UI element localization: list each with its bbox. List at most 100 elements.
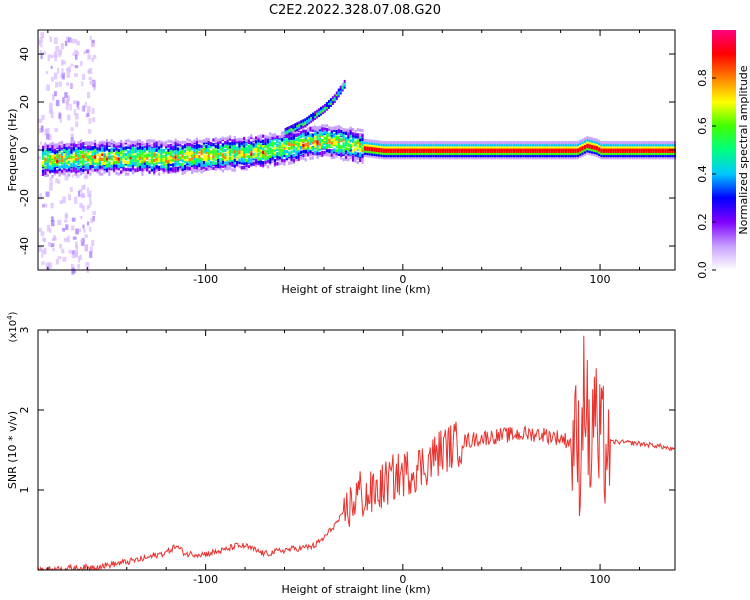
heatmap-cell <box>110 155 113 159</box>
heatmap-cell <box>101 146 104 150</box>
heatmap-cell <box>377 140 381 144</box>
heatmap-cell <box>657 149 660 153</box>
heatmap-noise-cell <box>49 36 52 43</box>
heatmap-cell <box>209 166 213 171</box>
heatmap-cell <box>219 151 222 156</box>
heatmap-cell <box>347 128 350 132</box>
heatmap-branch-cell <box>284 133 287 137</box>
heatmap-cell <box>621 151 624 156</box>
heatmap-cell <box>647 156 650 160</box>
heatmap-cell <box>98 153 101 157</box>
heatmap-cell <box>420 147 423 151</box>
heatmap-cell <box>276 151 279 156</box>
heatmap-cell <box>359 133 362 137</box>
heatmap-cell <box>122 153 125 157</box>
heatmap-cell <box>640 149 643 153</box>
heatmap-cell <box>590 137 594 141</box>
heatmap-noise-cell <box>71 263 74 269</box>
heatmap-cell <box>243 144 246 148</box>
heatmap-noise-cell <box>48 186 53 191</box>
heatmap-cell <box>269 136 272 140</box>
heatmap-cell <box>425 149 428 153</box>
heatmap-cell <box>363 149 366 153</box>
heatmap-noise-cell <box>80 239 84 243</box>
heatmap-cell <box>555 151 558 156</box>
heatmap-cell <box>238 144 241 148</box>
heatmap-cell <box>536 149 539 153</box>
heatmap-cell <box>290 136 293 140</box>
heatmap-noise-cell <box>72 236 77 240</box>
heatmap-cell <box>422 156 426 160</box>
heatmap-cell <box>200 160 203 165</box>
heatmap-cell <box>550 141 553 145</box>
heatmap-cell <box>65 151 68 155</box>
heatmap-noise-cell <box>85 49 90 54</box>
heatmap-cell <box>269 160 272 164</box>
heatmap-branch-cell <box>288 126 291 129</box>
heatmap-cell <box>368 145 371 149</box>
heatmap-cell <box>366 147 369 151</box>
heatmap-cell <box>503 147 506 151</box>
heatmap-cell <box>295 133 298 137</box>
colorbar-gradient <box>712 30 736 270</box>
heatmap-cell <box>418 151 421 156</box>
heatmap-cell <box>560 149 563 153</box>
heatmap-cell <box>600 143 603 147</box>
heatmap-cell <box>226 145 229 149</box>
heatmap-cell <box>515 143 518 147</box>
heatmap-cell <box>661 151 665 156</box>
heatmap-cell <box>250 155 253 159</box>
heatmap-noise-cell <box>43 247 47 255</box>
heatmap-cell <box>198 148 201 152</box>
heatmap-cell <box>51 155 54 159</box>
heatmap-cell <box>264 141 267 145</box>
heatmap-cell <box>221 153 225 157</box>
heatmap-cell <box>633 147 636 151</box>
heatmap-cell <box>195 137 198 141</box>
heatmap-cell <box>441 141 445 145</box>
heatmap-cell <box>207 167 210 171</box>
heatmap-noise-cell <box>72 269 76 274</box>
heatmap-cell <box>612 154 615 158</box>
heatmap-cell <box>626 141 629 145</box>
heatmap-cell <box>498 147 501 151</box>
heatmap-cell <box>505 156 508 160</box>
heatmap-cell <box>576 151 579 155</box>
heatmap-noise-cell <box>65 224 69 231</box>
heatmap-cell <box>266 142 269 146</box>
heatmap-branch-cell <box>300 122 303 126</box>
heatmap-cell <box>89 172 92 176</box>
heatmap-cell <box>252 148 255 152</box>
heatmap-cell <box>56 169 59 173</box>
heatmap-cell <box>427 143 430 147</box>
heatmap-cell <box>519 141 523 145</box>
heatmap-branch-cell <box>341 84 344 88</box>
heatmap-cell <box>94 155 97 159</box>
heatmap-cell <box>446 147 449 151</box>
heatmap-cell <box>363 138 366 142</box>
heatmap-noise-cell <box>41 115 45 120</box>
heatmap-cell <box>593 148 596 152</box>
heatmap-branch-cell <box>306 118 309 122</box>
heatmap-cell <box>195 140 198 144</box>
heatmap-cell <box>82 155 85 159</box>
heatmap-cell <box>141 156 144 160</box>
heatmap-cell <box>302 129 305 133</box>
heatmap-cell <box>607 147 610 151</box>
heatmap-cell <box>302 138 305 142</box>
heatmap-cell <box>394 156 397 160</box>
heatmap-cell <box>430 151 433 156</box>
heatmap-cell <box>413 143 416 147</box>
heatmap-cell <box>134 168 137 172</box>
heatmap-cell <box>562 156 565 160</box>
heatmap-cell <box>366 138 369 143</box>
heatmap-cell <box>569 141 572 145</box>
heatmap-cell <box>44 169 47 173</box>
heatmap-cell <box>493 149 497 153</box>
heatmap-noise-cell <box>46 224 51 232</box>
heatmap-branch-cell <box>339 87 342 91</box>
heatmap-cell <box>191 154 194 158</box>
heatmap-cell <box>467 141 471 145</box>
heatmap-cell <box>79 154 83 159</box>
heatmap-cell <box>129 144 132 148</box>
